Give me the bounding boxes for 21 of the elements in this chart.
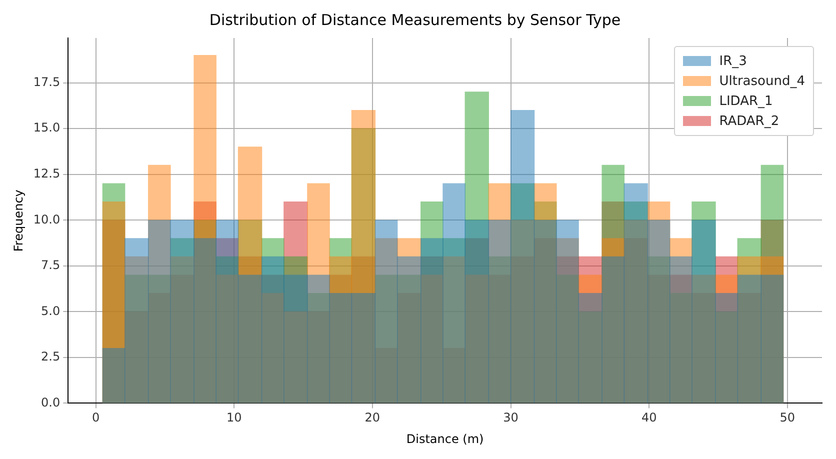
y-tick-label: 10.0 — [33, 212, 60, 226]
y-tick-label: 7.5 — [41, 258, 60, 272]
y-axis-title: Frequency — [11, 190, 26, 252]
x-axis-title: Distance (m) — [406, 432, 484, 446]
legend-label: RADAR_2 — [719, 114, 780, 128]
x-tick-label: 0 — [92, 410, 100, 425]
x-tick-label: 20 — [364, 410, 380, 425]
y-tick-label: 0.0 — [41, 395, 60, 410]
x-tick-label: 50 — [780, 410, 796, 425]
chart-title: Distribution of Distance Measurements by Sensor Type — [209, 10, 621, 29]
y-tick-label: 2.5 — [41, 350, 60, 364]
y-tick-label: 15.0 — [33, 120, 60, 135]
legend-label: IR_3 — [719, 54, 747, 68]
legend-label: Ultrasound_4 — [719, 74, 805, 88]
x-tick-label: 40 — [641, 410, 657, 425]
x-tick-label: 30 — [503, 410, 518, 425]
y-tick-label: 17.5 — [33, 74, 60, 89]
x-tick-label: 10 — [226, 410, 242, 425]
legend-label: LIDAR_1 — [719, 94, 773, 108]
y-tick-label: 5.0 — [41, 304, 60, 318]
y-tick-label: 12.5 — [33, 166, 60, 181]
